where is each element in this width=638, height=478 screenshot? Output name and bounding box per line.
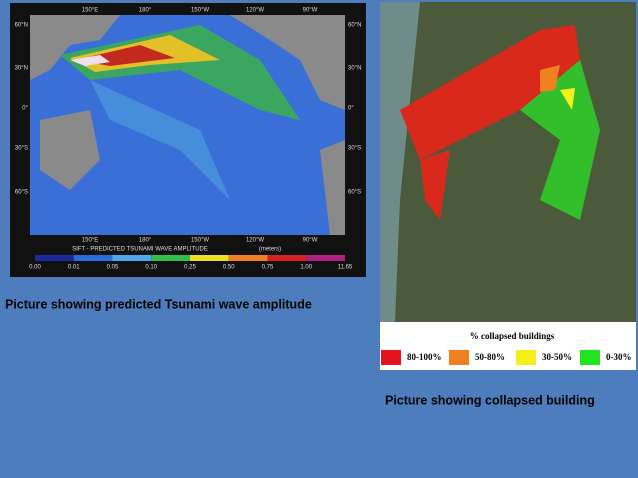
colorbar-label: 0.75: [262, 265, 274, 271]
colorbar-label: 0.25: [184, 265, 196, 271]
colorbar-segment: [151, 255, 190, 261]
colorbar-segment: [190, 255, 229, 261]
legend-swatch: [516, 350, 536, 365]
wave-spread: [90, 80, 230, 200]
map-label: 120°W: [246, 8, 264, 14]
colorbar-label: 0.01: [68, 265, 80, 271]
legend-label: 30-50%: [542, 352, 572, 362]
map-label: 30°S: [348, 146, 361, 152]
map-label: 30°S: [15, 146, 28, 152]
caption: Picture showing collapsed building: [385, 393, 595, 407]
map-label: 150°E: [82, 238, 98, 244]
map-label: 150°W: [191, 8, 209, 14]
legend-label: 80-100%: [407, 352, 442, 362]
colorbar-segment: [306, 255, 345, 261]
legend-label: 50-80%: [475, 352, 505, 362]
colorbar-segment: [228, 255, 268, 261]
zone-mid: [540, 65, 560, 92]
sea: [380, 2, 420, 322]
map-label: 120°W: [246, 238, 264, 244]
map-label: 60°S: [15, 190, 28, 196]
collapsed-buildings-image: % collapsed buildings 80-100% 50-80% 30-50…: [380, 2, 636, 370]
legend-swatch: [381, 350, 401, 365]
legend-swatch: [449, 350, 469, 365]
colorbar-label: 0.05: [107, 265, 119, 271]
caption: Picture showing predicted Tsunami wave a…: [5, 297, 312, 311]
colorbar-label: 0.10: [145, 265, 157, 271]
legend-label: 0-30%: [606, 352, 632, 362]
colorbar-segment: [73, 255, 113, 261]
colorbar-unit: (meters): [259, 247, 281, 253]
zone-mid-low: [560, 88, 575, 110]
map-labels: 150°E 180° 150°W 120°W 90°W 150°E 180° 150°W 120…: [15, 8, 362, 244]
map-label: 90°W: [303, 238, 318, 244]
map-label: 0°: [22, 106, 28, 112]
zone-high: [400, 25, 580, 160]
wave-source: [70, 55, 110, 66]
map-label: 0°: [348, 106, 354, 112]
map-label: 150°E: [82, 8, 98, 14]
map-label: 60°N: [15, 23, 28, 29]
map-label: 30°N: [15, 66, 28, 72]
zone-high-2: [420, 150, 450, 220]
map-label: 150°W: [191, 238, 209, 244]
colorbar-title: SIFT - PREDICTED TSUNAMI WAVE AMPLITUDE: [72, 247, 208, 253]
colorbar-label: 0.50: [223, 265, 235, 271]
map-label: 90°W: [303, 8, 318, 14]
land-south-america: [320, 140, 345, 235]
colorbar-label: 0.00: [29, 265, 41, 271]
colorbar: 0.00 0.01 0.05 0.10 0.25 0.50 0.75 1.00 11.65: [29, 255, 353, 271]
zone-low: [520, 60, 600, 220]
colorbar-label: 11.65: [338, 265, 353, 271]
land-asia: [30, 15, 120, 80]
colorbar-segment: [112, 255, 152, 261]
map-label: 30°N: [348, 66, 361, 72]
legend-title: % collapsed buildings: [470, 331, 555, 341]
tsunami-map-image: 0.00 0.01 0.05 0.10 0.25 0.50 0.75 1.00 11.65 SI…: [10, 3, 366, 277]
map-label: 60°N: [348, 23, 361, 29]
legend-swatch: [580, 350, 600, 365]
colorbar-label: 1.00: [300, 265, 312, 271]
colorbar-segment: [267, 255, 307, 261]
land-australia: [40, 110, 100, 190]
land-america: [230, 15, 345, 110]
map-label: 180°: [139, 238, 152, 244]
map-label: 60°S: [348, 190, 361, 196]
legend: 80-100% 50-80% 30-50% 0-30%: [381, 350, 632, 365]
map-label: 180°: [139, 8, 152, 14]
colorbar-segment: [35, 255, 74, 261]
